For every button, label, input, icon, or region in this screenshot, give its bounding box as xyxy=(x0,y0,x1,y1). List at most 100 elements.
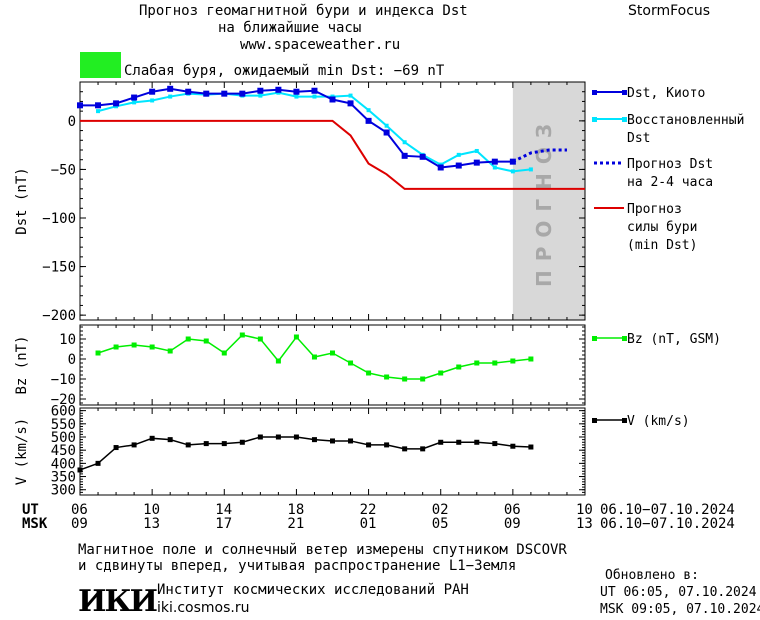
panel-frame xyxy=(79,324,586,406)
y-tick-label: 0 xyxy=(68,352,76,368)
y-axis-label: V (km/s) xyxy=(14,418,30,485)
data-point xyxy=(455,162,462,169)
data-point xyxy=(366,108,371,113)
ut-tick-label: 06 xyxy=(71,502,88,518)
data-point xyxy=(113,344,119,350)
data-point xyxy=(167,437,173,443)
data-point xyxy=(113,100,120,107)
ut-tick-label: 18 xyxy=(287,502,305,518)
y-tick-label: −50 xyxy=(51,162,76,178)
data-point xyxy=(473,159,480,166)
data-point xyxy=(474,148,479,153)
legend-entry: Прогноз Dst xyxy=(627,157,713,172)
data-point xyxy=(348,360,354,366)
legend-entry: Прогноз xyxy=(627,202,682,217)
data-point xyxy=(294,94,299,99)
msk-date-range: 06.10−07.10.2024 xyxy=(600,516,735,532)
y-tick-label: −100 xyxy=(42,211,76,227)
data-point xyxy=(95,460,101,466)
data-point xyxy=(401,152,408,159)
legend-entry: силы бури xyxy=(627,220,697,235)
data-point xyxy=(203,338,209,344)
data-point xyxy=(384,374,390,380)
legend-marker xyxy=(592,117,597,122)
data-point xyxy=(258,93,263,98)
data-point xyxy=(221,90,228,97)
data-point xyxy=(239,332,245,338)
data-point xyxy=(167,348,173,354)
panel-frame xyxy=(79,81,586,321)
data-point xyxy=(474,439,480,445)
data-point xyxy=(221,350,227,356)
updated-msk: MSK 09:05, 07.10.2024 xyxy=(600,602,760,617)
updated-ut: UT 06:05, 07.10.2024 xyxy=(600,585,757,600)
footer-note-line2: и сдвинуты вперед, учитывая распростране… xyxy=(78,558,517,574)
site-url[interactable]: www.spaceweather.ru xyxy=(240,37,401,53)
data-point xyxy=(420,446,426,452)
data-point xyxy=(185,88,192,95)
data-point xyxy=(311,87,318,94)
y-tick-label: 350 xyxy=(51,470,76,486)
storm-level-badge xyxy=(80,52,121,78)
data-point xyxy=(113,445,119,451)
data-point xyxy=(438,439,444,445)
data-point xyxy=(96,109,101,114)
y-tick-label: 550 xyxy=(51,417,76,433)
data-point xyxy=(221,441,227,447)
ut-tick-label: 22 xyxy=(359,502,377,518)
data-point xyxy=(348,93,353,98)
data-point xyxy=(348,438,354,444)
data-point xyxy=(293,434,299,440)
chart-title-line2: на ближайшие часы xyxy=(218,20,362,36)
data-point xyxy=(366,370,372,376)
ut-tick-label: 10 xyxy=(576,502,593,518)
y-tick-label: 600 xyxy=(51,404,76,420)
data-point xyxy=(474,360,480,366)
y-tick-label: 450 xyxy=(51,443,76,459)
y-axis-label: Bz (nT) xyxy=(14,335,30,394)
data-point xyxy=(528,356,534,362)
institute-url[interactable]: iki.cosmos.ru xyxy=(157,600,250,616)
msk-tick-label: 13 xyxy=(143,516,160,532)
y-tick-label: 300 xyxy=(51,483,76,499)
data-point xyxy=(203,441,209,447)
data-point xyxy=(131,94,138,101)
data-point xyxy=(384,442,390,448)
footer-note-line1: Магнитное поле и солнечный ветер измерен… xyxy=(78,542,567,558)
y-tick-label: 10 xyxy=(59,332,76,348)
data-point xyxy=(131,342,137,348)
data-point xyxy=(312,94,317,99)
institute-name: Институт космических исследований РАН xyxy=(157,582,469,598)
data-point xyxy=(203,90,210,97)
data-point xyxy=(383,129,390,136)
data-point xyxy=(95,350,101,356)
legend-marker xyxy=(592,90,597,95)
data-point xyxy=(384,123,389,128)
legend-entry: Bz (nT, GSM) xyxy=(627,332,721,347)
data-point xyxy=(131,442,137,448)
data-point xyxy=(77,467,83,473)
data-point xyxy=(402,140,407,145)
legend-marker xyxy=(592,418,597,423)
data-point xyxy=(456,364,462,370)
ut-tick-label: 10 xyxy=(143,502,160,518)
data-point xyxy=(149,435,155,441)
legend-marker xyxy=(622,336,627,341)
msk-axis-label: MSK xyxy=(22,516,48,532)
data-point xyxy=(402,446,408,452)
data-point xyxy=(77,102,83,109)
y-tick-label: 0 xyxy=(68,114,76,130)
series-line xyxy=(80,119,585,190)
data-point xyxy=(275,358,281,364)
y-tick-label: −200 xyxy=(42,308,76,324)
legend-entry: Восстановленный xyxy=(627,113,744,128)
ut-date-range: 06.10−07.10.2024 xyxy=(600,502,735,518)
data-point xyxy=(239,90,246,97)
data-point xyxy=(492,165,497,170)
brand-label: StormFocus xyxy=(628,3,711,19)
data-point xyxy=(492,441,498,447)
data-point xyxy=(239,439,245,445)
data-point xyxy=(510,358,516,364)
data-point xyxy=(330,438,335,444)
